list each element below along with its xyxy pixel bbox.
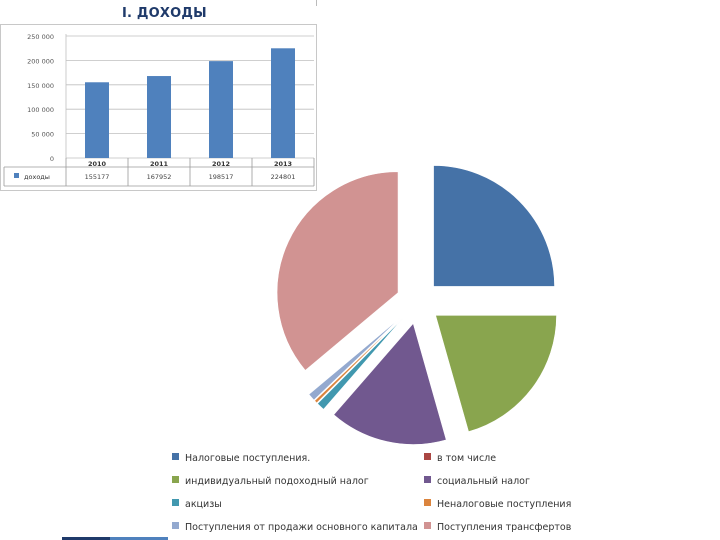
legend-item: в том числе: [424, 452, 496, 466]
table-value: 155177: [85, 173, 110, 181]
legend-label: акцизы: [185, 499, 222, 510]
bar-2010: [85, 82, 109, 158]
legend-label: в том числе: [437, 453, 497, 464]
legend-item: Неналоговые поступления: [424, 498, 571, 512]
pie-slice-0: [433, 165, 555, 287]
y-tick-label: 250 000: [27, 33, 54, 41]
y-tick-label: 200 000: [27, 57, 54, 65]
bar-2013: [271, 48, 295, 158]
bar-chart-frame: [0, 24, 317, 191]
bar-2012: [209, 61, 233, 158]
legend-swatch: [172, 499, 179, 506]
legend-swatch: [172, 476, 179, 483]
legend-swatch: [424, 453, 431, 460]
table-value: 224801: [271, 173, 296, 181]
legend-label: Неналоговые поступления: [437, 499, 572, 510]
series-swatch: [14, 173, 19, 178]
footer-accent-bar: [62, 537, 110, 540]
legend-label: Поступления от продажи основного капитал…: [185, 522, 418, 533]
legend-label: социальный налог: [437, 476, 530, 487]
series-label: доходы: [24, 173, 50, 181]
x-category-label: 2010: [88, 160, 107, 168]
pie-slice-7: [276, 171, 399, 371]
revenue-structure-pie-chart: [276, 165, 557, 445]
pie-slice-5: [314, 317, 403, 404]
legend-swatch: [172, 453, 179, 460]
legend-swatch: [424, 476, 431, 483]
legend-label: индивидуальный подоходный налог: [185, 476, 369, 487]
legend-swatch: [424, 499, 431, 506]
y-tick-label: 100 000: [27, 106, 54, 114]
legend-item: Налоговые поступления.: [172, 452, 310, 466]
legend-item: Поступления от продажи основного капитал…: [172, 521, 418, 535]
legend-swatch: [172, 522, 179, 529]
y-tick-label: 50 000: [31, 131, 54, 139]
legend-item: Поступления трансфертов: [424, 521, 571, 535]
top-divider-tick: [316, 0, 317, 6]
pie-slice-4: [317, 317, 404, 410]
legend-swatch: [424, 522, 431, 529]
x-category-label: 2012: [212, 160, 230, 168]
x-category-label: 2011: [150, 160, 169, 168]
legend-label: Поступления трансфертов: [437, 522, 572, 533]
footer-accent-bar-light: [110, 537, 168, 540]
y-tick-label: 0: [50, 155, 54, 163]
pie-slice-3: [333, 322, 447, 445]
slide-title: I. ДОХОДЫ: [122, 6, 207, 21]
pie-slice-6: [308, 316, 402, 401]
y-tick-label: 150 000: [27, 82, 54, 90]
revenue-bar-chart: 0 50 000 100 000 150 000 200 000 250 000 2010 1…: [0, 24, 317, 191]
table-value: 198517: [209, 173, 234, 181]
table-value: 167952: [147, 173, 172, 181]
legend-item: индивидуальный подоходный налог: [172, 475, 369, 489]
legend-item: акцизы: [172, 498, 222, 512]
x-category-label: 2013: [274, 160, 292, 168]
legend-label: Налоговые поступления.: [185, 453, 311, 464]
pie-slice-2: [435, 314, 557, 433]
legend-item: социальный налог: [424, 475, 530, 489]
bar-2011: [147, 76, 171, 158]
